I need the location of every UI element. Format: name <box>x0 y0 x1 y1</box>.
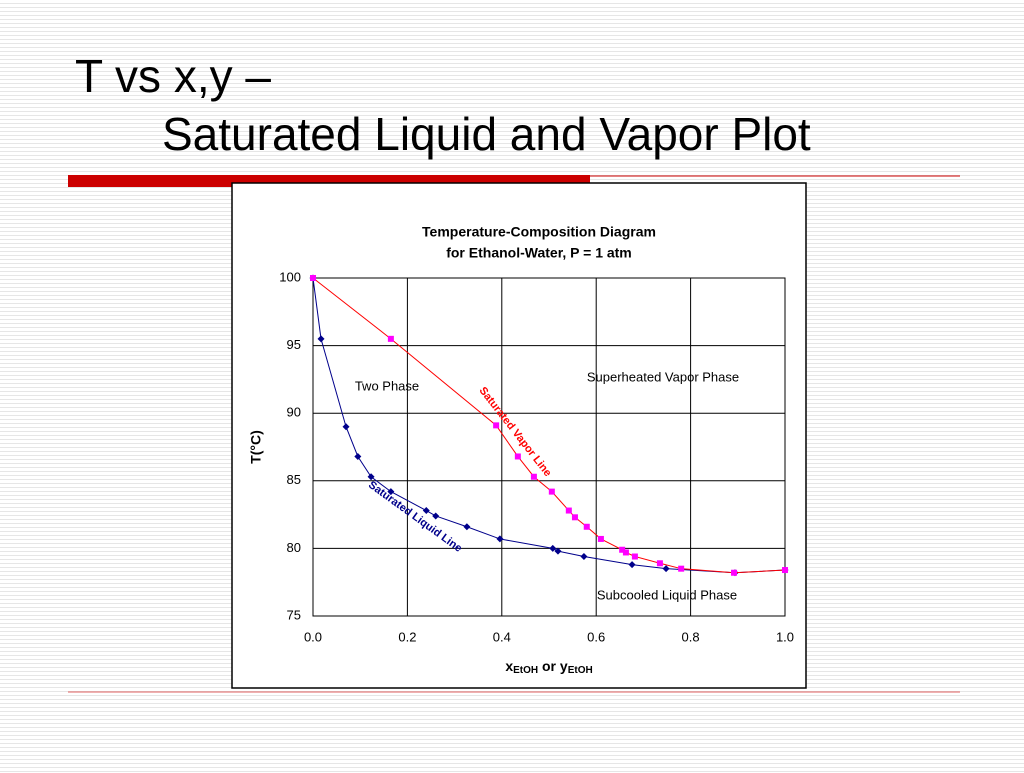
data-point <box>317 335 325 343</box>
data-point <box>548 488 555 495</box>
chart-title: Temperature-Composition Diagram <box>422 224 656 240</box>
data-point <box>619 546 626 553</box>
data-point <box>549 544 557 552</box>
data-point <box>656 560 663 567</box>
x-tick-label: 0.2 <box>398 629 416 644</box>
y-tick-label: 75 <box>287 607 301 622</box>
data-point <box>678 565 685 572</box>
data-point <box>496 535 504 543</box>
data-point <box>367 473 375 481</box>
data-point <box>662 565 670 573</box>
data-point <box>628 561 636 569</box>
data-point <box>354 452 362 460</box>
data-point <box>463 523 471 531</box>
data-point <box>580 553 588 561</box>
x-tick-label: 0.8 <box>682 629 700 644</box>
slide-title: Saturated Liquid and Vapor Plot <box>162 108 811 160</box>
data-point <box>565 507 572 514</box>
data-point <box>387 335 394 342</box>
data-point <box>530 473 537 480</box>
data-point <box>310 275 316 281</box>
data-point <box>583 523 590 530</box>
y-tick-label: 90 <box>287 405 301 420</box>
y-axis-label: T(°C) <box>248 430 264 464</box>
data-point <box>622 549 629 556</box>
x-tick-label: 0.4 <box>493 629 511 644</box>
x-label-part: EtOH <box>568 665 593 676</box>
x-tick-label: 1.0 <box>776 629 794 644</box>
data-point <box>782 567 788 574</box>
y-tick-label: 85 <box>287 472 301 487</box>
data-point <box>571 514 578 521</box>
data-point <box>554 547 562 555</box>
annotation: Subcooled Liquid Phase <box>597 587 737 602</box>
slide-title: T vs x,y – <box>75 50 271 102</box>
x-label-part: EtOH <box>513 665 538 676</box>
annotation: Two Phase <box>355 378 419 393</box>
x-label-part: x <box>505 658 513 674</box>
data-point <box>514 453 521 460</box>
data-point <box>731 569 738 576</box>
chart-title: for Ethanol-Water, P = 1 atm <box>446 245 632 261</box>
x-label-part: or y <box>538 658 568 674</box>
y-tick-label: 80 <box>287 540 301 555</box>
data-point <box>422 507 430 515</box>
data-point <box>432 512 440 520</box>
x-tick-label: 0.6 <box>587 629 605 644</box>
x-tick-label: 0.0 <box>304 629 322 644</box>
data-point <box>597 535 604 542</box>
data-point <box>493 422 500 429</box>
data-point <box>342 423 350 431</box>
data-point <box>631 553 638 560</box>
data-point <box>387 488 395 496</box>
y-tick-label: 95 <box>287 337 301 352</box>
y-tick-label: 100 <box>279 269 301 284</box>
x-axis-label: xEtOH or yEtOH <box>505 658 592 676</box>
plot-area <box>312 277 786 617</box>
annotation: Superheated Vapor Phase <box>587 369 739 384</box>
